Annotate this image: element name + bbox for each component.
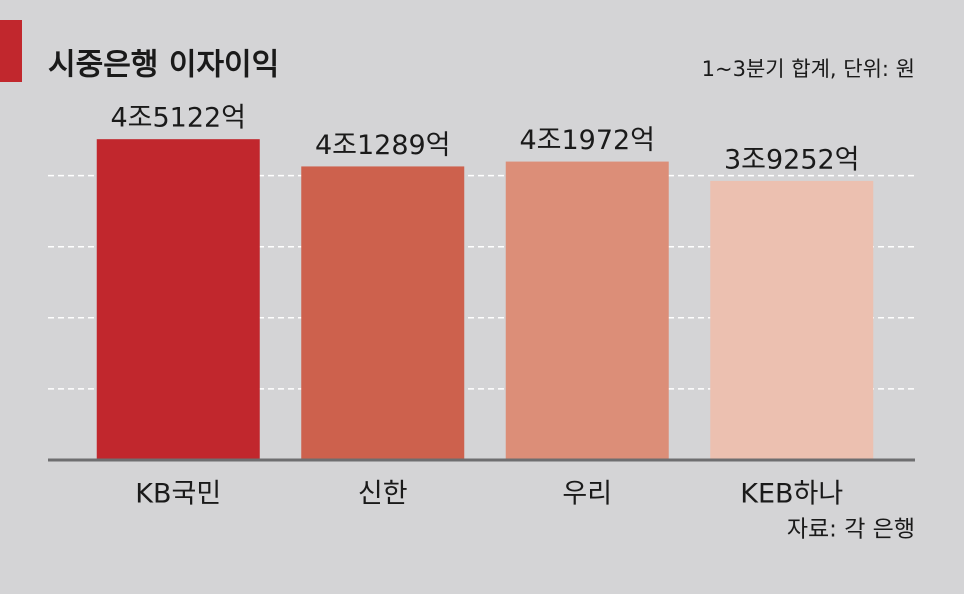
chart-title: 시중은행 이자이익	[48, 48, 279, 83]
bar	[301, 166, 465, 460]
bar	[505, 161, 669, 460]
subtitle: 1~3분기 합계, 단위: 원	[702, 57, 915, 81]
title-accent	[0, 20, 22, 82]
x-tick-label: KB국민	[135, 479, 221, 510]
x-tick-label: 우리	[562, 479, 612, 510]
source: 자료: 각 은행	[787, 517, 915, 543]
value-label: 3조9252억	[724, 144, 860, 175]
x-tick-label: KEB하나	[740, 479, 843, 510]
value-label: 4조1972억	[519, 125, 655, 156]
bar	[96, 139, 260, 460]
value-label: 4조5122억	[110, 103, 246, 134]
value-label: 4조1289억	[315, 130, 451, 161]
x-tick-label: 신한	[358, 479, 408, 510]
bar	[710, 180, 874, 460]
